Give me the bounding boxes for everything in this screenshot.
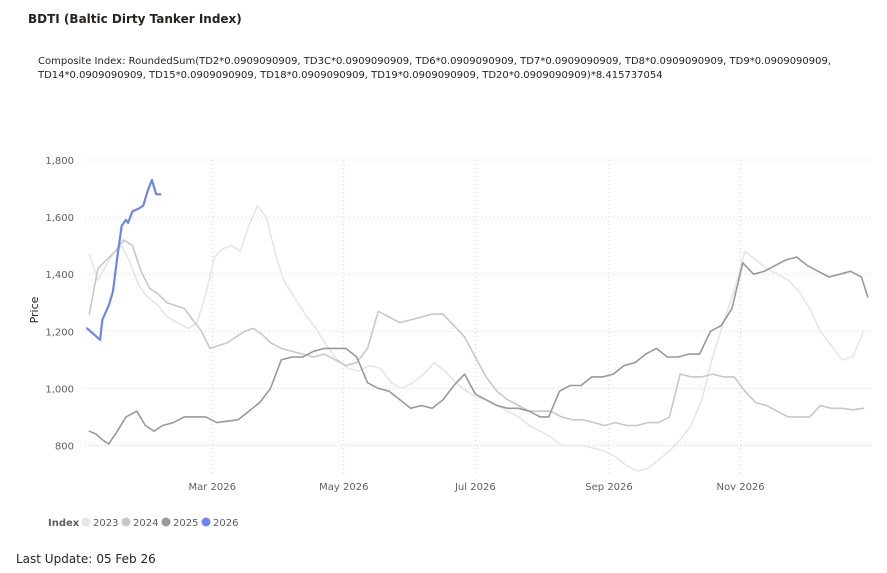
series-line-2026 — [86, 178, 162, 341]
line-chart: 800 1,000 1,200 1,400 1,600 1,800 Mar 2026 May … — [28, 156, 870, 529]
legend-label-2024: 2024 — [133, 518, 158, 529]
legend-label-2023: 2023 — [93, 518, 118, 529]
last-update: Last Update: 05 Feb 26 — [16, 552, 160, 566]
last-update-label: Last Update: — [16, 552, 93, 566]
x-tick-label: Sep 2026 — [585, 482, 632, 493]
series-line-2025 — [88, 256, 869, 445]
legend-marker-2026 — [201, 517, 211, 527]
x-tick-label: Jul 2026 — [454, 482, 496, 493]
x-tick-label: Nov 2026 — [717, 482, 765, 493]
x-tick-label: Mar 2026 — [188, 482, 236, 493]
y-tick-label: 800 — [55, 441, 74, 452]
legend-marker-2023 — [81, 517, 91, 527]
y-tick-label: 1,000 — [45, 384, 74, 395]
legend-label-2026: 2026 — [213, 518, 238, 529]
y-tick-label: 1,800 — [45, 156, 74, 167]
chart-title: BDTI (Baltic Dirty Tanker Index) — [28, 12, 242, 26]
chart-subtitle: Composite Index: RoundedSum(TD2*0.090909… — [38, 56, 832, 81]
last-update-value: 05 Feb 26 — [96, 552, 156, 566]
x-tick-label: May 2026 — [319, 482, 368, 493]
y-tick-label: 1,600 — [45, 213, 74, 224]
y-tick-label: 1,200 — [45, 327, 74, 338]
legend-marker-2025 — [161, 517, 171, 527]
legend-title: Index — [48, 518, 80, 529]
y-axis-title: Price — [28, 296, 41, 323]
legend-label-2025: 2025 — [173, 518, 198, 529]
legend-marker-2024 — [121, 517, 131, 527]
y-tick-label: 1,400 — [45, 270, 74, 281]
series-line-2024 — [88, 239, 865, 427]
